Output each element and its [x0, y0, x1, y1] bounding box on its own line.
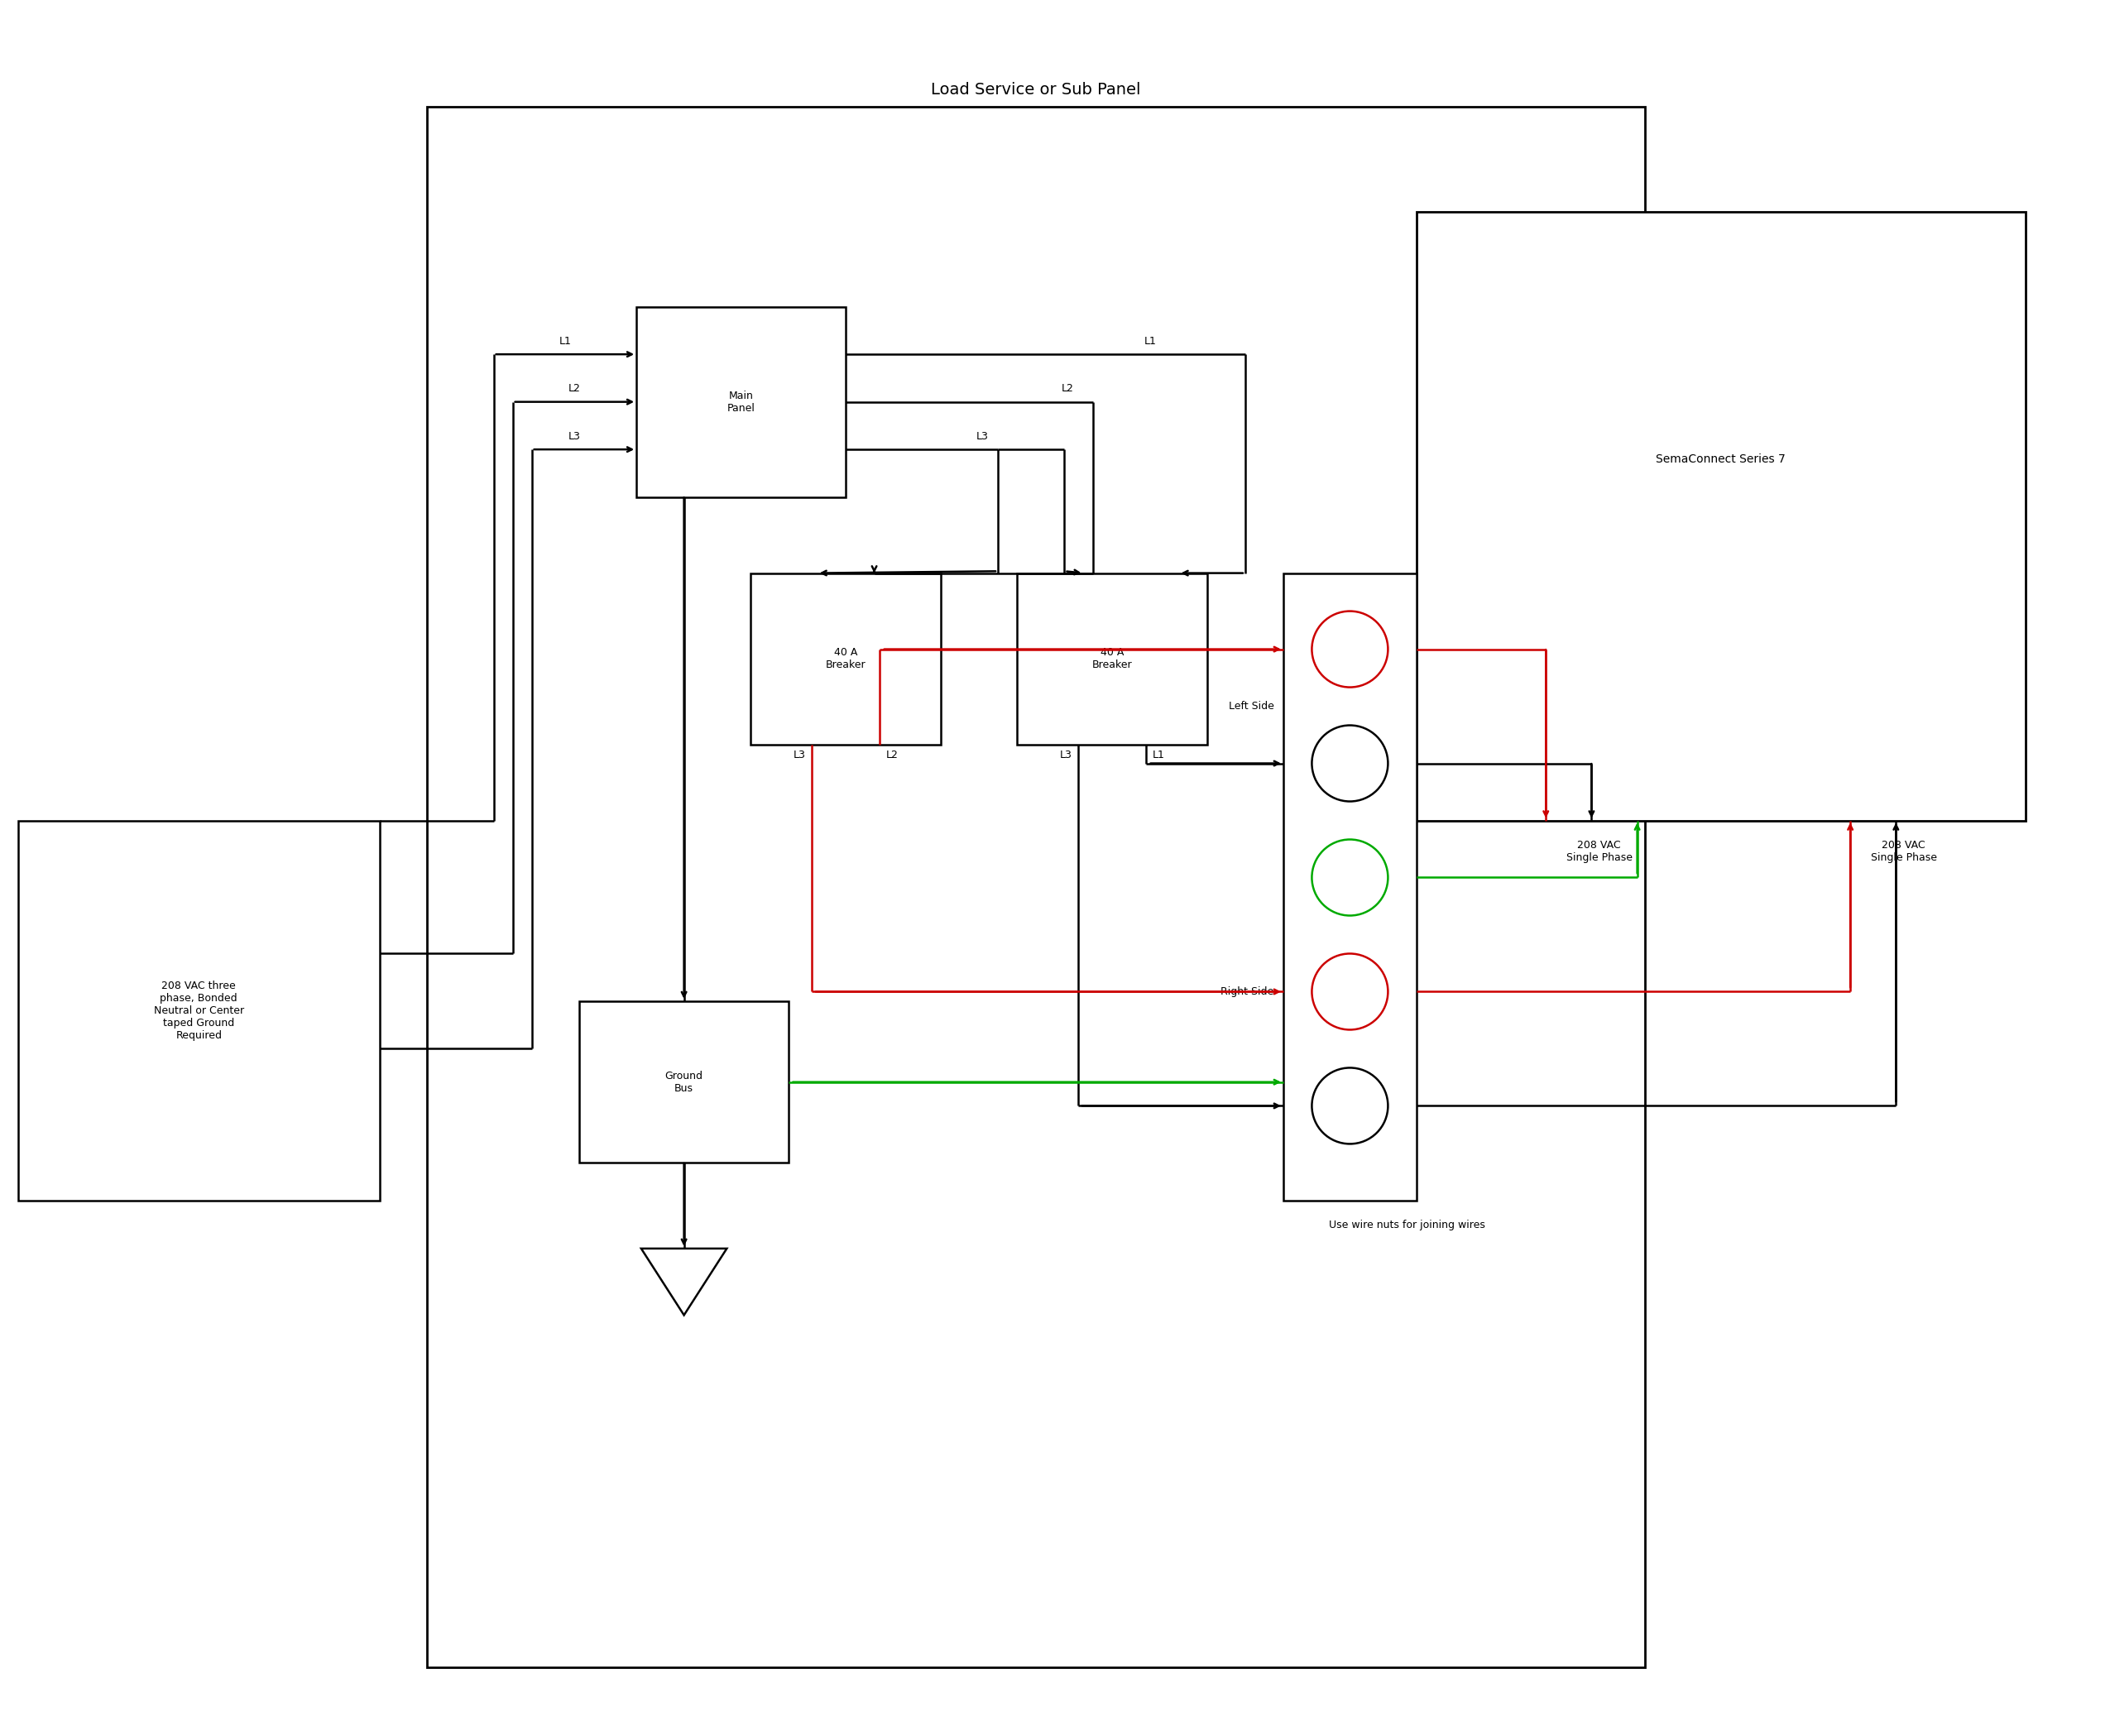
Text: L2: L2	[568, 384, 580, 394]
Text: 208 VAC
Single Phase: 208 VAC Single Phase	[1566, 840, 1633, 863]
Circle shape	[1312, 611, 1388, 687]
Bar	[1416, 212, 2026, 821]
Text: L1: L1	[1144, 337, 1156, 347]
Text: Ground
Bus: Ground Bus	[665, 1071, 703, 1094]
Text: Load Service or Sub Panel: Load Service or Sub Panel	[931, 82, 1142, 97]
Text: L3: L3	[1059, 750, 1072, 760]
Text: 40 A
Breaker: 40 A Breaker	[1093, 648, 1133, 670]
Text: L2: L2	[1061, 384, 1074, 394]
Text: Main
Panel: Main Panel	[728, 391, 755, 413]
Text: 208 VAC
Single Phase: 208 VAC Single Phase	[1869, 840, 1937, 863]
Bar	[426, 108, 1646, 1667]
Text: L1: L1	[1152, 750, 1165, 760]
Text: L3: L3	[568, 431, 580, 441]
Text: Right Side: Right Side	[1222, 986, 1274, 996]
Bar	[1283, 573, 1416, 1201]
Bar	[580, 1002, 789, 1163]
Bar	[637, 307, 846, 496]
Text: Use wire nuts for joining wires: Use wire nuts for joining wires	[1329, 1220, 1485, 1231]
Text: L3: L3	[793, 750, 806, 760]
Bar	[19, 821, 380, 1201]
Text: SemaConnect Series 7: SemaConnect Series 7	[1656, 453, 1785, 465]
Circle shape	[1312, 1068, 1388, 1144]
Text: L2: L2	[886, 750, 899, 760]
Circle shape	[1312, 953, 1388, 1029]
Circle shape	[1312, 726, 1388, 802]
Text: 40 A
Breaker: 40 A Breaker	[825, 648, 865, 670]
Circle shape	[1312, 840, 1388, 915]
Text: L3: L3	[977, 431, 987, 441]
Bar	[751, 573, 941, 745]
Bar	[1017, 573, 1207, 745]
Text: Left Side: Left Side	[1228, 701, 1274, 712]
Text: 208 VAC three
phase, Bonded
Neutral or Center
taped Ground
Required: 208 VAC three phase, Bonded Neutral or C…	[154, 981, 245, 1042]
Text: L1: L1	[559, 337, 572, 347]
